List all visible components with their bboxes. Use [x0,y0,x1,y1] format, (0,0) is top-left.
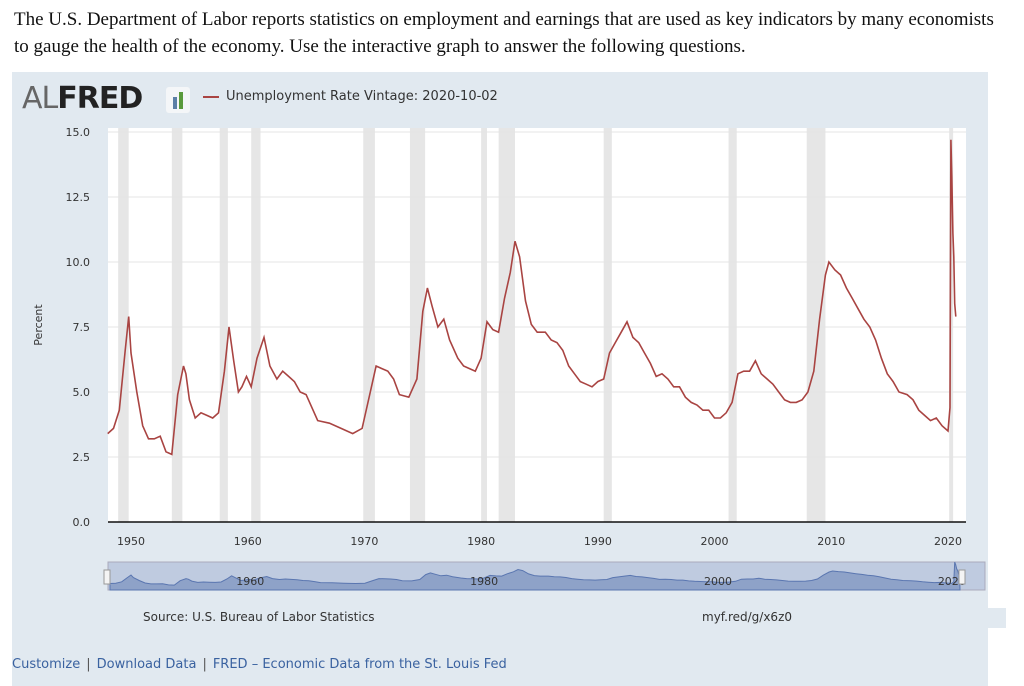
recession-band [949,128,954,522]
recession-band [481,128,487,522]
navigator-tick-label: 2000 [704,575,732,588]
y-tick-label: 0.0 [73,516,91,529]
recession-band [806,128,826,522]
intro-text: The U.S. Department of Labor reports sta… [14,9,994,57]
short-url[interactable]: myf.red/g/x6z0 [702,610,792,624]
x-tick-label: 1970 [350,535,378,548]
recession-band [409,128,426,522]
recession-band [118,128,129,522]
y-tick-label: 5.0 [73,386,91,399]
recession-band [251,128,261,522]
navigator-tick-label: 1980 [470,575,498,588]
x-tick-label: 2000 [701,535,729,548]
legend-swatch [203,95,219,98]
plot-area [108,128,966,522]
separator: | [86,657,91,672]
x-tick-label: 1960 [234,535,262,548]
series-line [107,139,957,456]
navigator-tick-label: 1960 [236,575,264,588]
recession-band [219,128,228,522]
download-data-link[interactable]: Download Data [96,657,197,672]
navigator-right-handle[interactable] [958,569,966,585]
recession-band [498,128,515,522]
x-tick-label: 2010 [817,535,845,548]
legend-label: Unemployment Rate Vintage: 2020-10-02 [226,89,498,104]
recession-band [603,128,612,522]
y-tick-label: 10.0 [66,256,91,269]
x-tick-label: 1980 [467,535,495,548]
recession-band [363,128,375,522]
navigator-left-handle[interactable] [103,569,111,585]
x-tick-label: 1990 [584,535,612,548]
legend[interactable]: Unemployment Rate Vintage: 2020-10-02 [203,89,498,104]
y-tick-label: 7.5 [73,321,91,334]
logo-al: AL [22,81,58,116]
alfred-logo[interactable]: ALFRED [22,81,143,116]
navigator-area [109,561,961,591]
y-tick-label: 15.0 [66,126,91,139]
customize-link[interactable]: Customize [12,657,81,672]
navigator[interactable]: 1960 1980 2000 2020 [103,561,986,591]
y-axis-label: Percent [32,304,45,346]
recession-band [171,128,183,522]
panel-edge [988,608,1006,628]
separator: | [202,657,207,672]
recession-band [728,128,737,522]
y-tick-label: 2.5 [73,451,91,464]
logo-fred: FRED [57,81,143,116]
bar-chart-icon [166,87,190,113]
x-tick-label: 2020 [934,535,962,548]
x-tick-label: 1950 [117,535,145,548]
y-tick-label: 12.5 [66,191,91,204]
footer-links: Customize | Download Data | FRED – Economic … [12,657,507,672]
source-note: Source: U.S. Bureau of Labor Statistics [143,610,375,624]
fred-link[interactable]: FRED – Economic Data from the St. Louis … [212,657,507,672]
